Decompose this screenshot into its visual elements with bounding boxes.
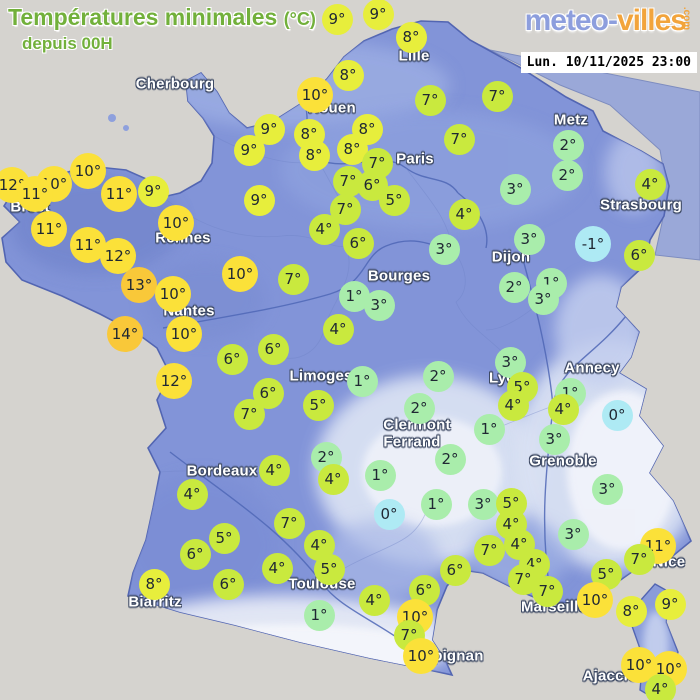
logo-part-orange: villes xyxy=(616,4,687,37)
timestamp-box: Lun. 10/11/2025 23:00 xyxy=(520,52,697,73)
page-subtitle: depuis 00H xyxy=(22,34,113,53)
header: Températures minimales (°C) depuis 00H xyxy=(8,4,316,54)
page-title: Températures minimales (°C) xyxy=(8,4,316,31)
logo-suffix: .com xyxy=(680,6,692,31)
logo-part-blue: meteo- xyxy=(524,4,618,37)
page-title-unit: (°C) xyxy=(283,9,316,29)
site-logo: meteo-villes .com xyxy=(524,4,692,38)
page-title-text: Températures minimales xyxy=(8,4,278,30)
